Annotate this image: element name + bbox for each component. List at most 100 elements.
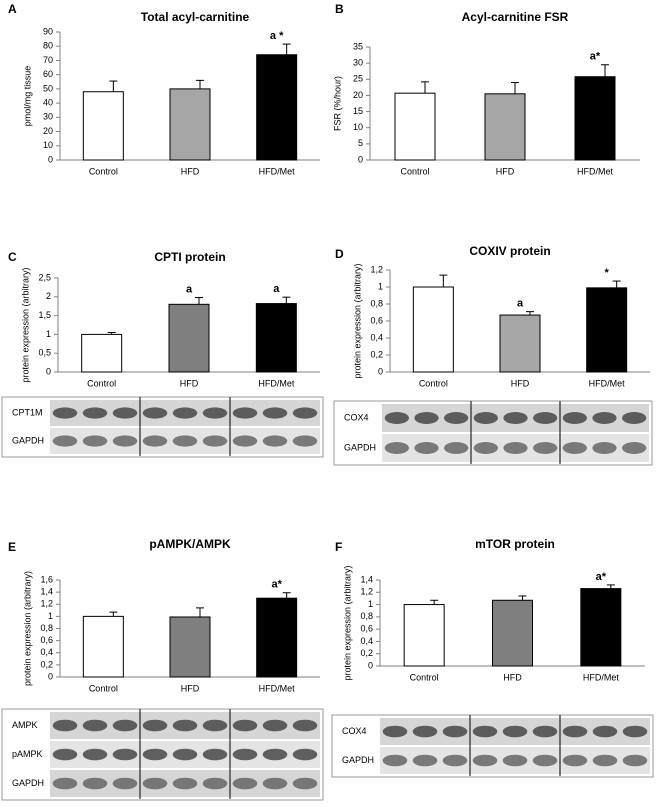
significance-label: a* (590, 51, 601, 63)
blot-label: COX4 (344, 412, 369, 422)
blot-band (112, 435, 138, 447)
y-tick-label: 0,2 (370, 349, 383, 359)
blot-band (532, 725, 558, 738)
blot-band (533, 412, 558, 424)
blot-label: GAPDH (342, 755, 374, 765)
blot-band (384, 442, 409, 454)
y-tick-label: 0,6 (40, 635, 53, 645)
bar (574, 76, 616, 161)
blot-band (622, 412, 647, 424)
y-tick-label: 40 (43, 97, 53, 107)
blot-band (202, 719, 228, 732)
bar (394, 92, 436, 161)
blot-band (112, 777, 138, 790)
blot-band (532, 754, 558, 767)
y-axis-label: FSR (%/hour) (332, 76, 342, 131)
y-tick-label: 0,4 (370, 332, 383, 342)
blot-band (232, 435, 258, 447)
y-tick-label: 1,2 (40, 599, 53, 609)
blot-band (562, 412, 587, 424)
blot-band (592, 442, 617, 454)
blot-band (142, 777, 168, 790)
x-tick-label: Control (419, 378, 448, 388)
y-tick-label: 1,2 (360, 587, 373, 597)
y-tick-label: 35 (353, 41, 363, 51)
bar (82, 615, 124, 678)
y-tick-label: 0,4 (40, 647, 53, 657)
x-tick-label: HFD/Met (258, 378, 294, 388)
y-tick-label: 1,4 (360, 574, 373, 584)
significance-label: a* (596, 571, 607, 583)
blot-band (172, 719, 198, 732)
y-tick-label: 0,8 (370, 298, 383, 308)
y-tick-label: 20 (43, 126, 53, 136)
blot-band (232, 748, 258, 761)
x-tick-label: HFD/Met (583, 672, 619, 682)
blot-band (232, 407, 258, 419)
y-tick-label: 1 (378, 281, 383, 291)
blot-band (444, 442, 469, 454)
blot-band (622, 442, 647, 454)
blot-band (142, 719, 168, 732)
blot-band (473, 442, 498, 454)
y-tick-label: 0,6 (360, 624, 373, 634)
blot-label: CPT1M (12, 407, 43, 417)
y-tick-label: 30 (43, 112, 53, 122)
y-tick-label: 0 (378, 366, 383, 376)
x-tick-label: HFD (496, 166, 515, 176)
bar (484, 93, 526, 161)
blot-band (592, 754, 618, 767)
blot-band (82, 777, 108, 790)
blot-frame (1, 396, 324, 458)
x-tick-label: HFD/Met (259, 683, 295, 693)
blot-band (112, 407, 138, 419)
blot-band (622, 754, 648, 767)
x-tick-label: HFD (181, 166, 200, 176)
y-axis-label: protein expression (arbitrary) (352, 263, 362, 378)
blot-band (562, 754, 588, 767)
significance-label: a (186, 283, 193, 295)
blot-band (202, 777, 228, 790)
blot-band (384, 412, 409, 424)
blot-band (202, 748, 228, 761)
blot-band (52, 435, 78, 447)
blot-label: pAMPK (12, 749, 43, 759)
x-tick-label: HFD (180, 378, 199, 388)
chart-title: Total acyl-carnitine (141, 10, 250, 24)
blot-band (82, 719, 108, 732)
y-tick-label: 50 (43, 83, 53, 93)
y-tick-label: 25 (353, 74, 363, 84)
blot-band (562, 725, 588, 738)
y-tick-label: 90 (43, 26, 53, 36)
y-axis-label: protein expression (arbitrary) (20, 267, 30, 382)
blot-band (292, 777, 318, 790)
panel-label: A (8, 2, 17, 16)
panel-label: D (335, 247, 344, 261)
blot-band (82, 407, 108, 419)
blot-band (382, 754, 408, 767)
blot-band (82, 748, 108, 761)
x-tick-label: HFD (181, 683, 200, 693)
blot-band (172, 748, 198, 761)
significance-label: a * (270, 30, 284, 42)
blot-band (382, 725, 408, 738)
blot-band (262, 748, 288, 761)
y-tick-label: 15 (353, 106, 363, 116)
bar (82, 91, 124, 161)
chart-panel: C CPTI protein protein expression (arbitra… (1, 250, 324, 458)
blot-frame (331, 714, 654, 778)
bar (169, 88, 211, 161)
blot-band (412, 725, 438, 738)
y-tick-label: 1 (46, 329, 51, 339)
significance-label: a (273, 283, 280, 295)
blot-label: AMPK (12, 720, 38, 730)
blot-band (262, 435, 288, 447)
blot-band (172, 777, 198, 790)
blot-band (592, 725, 618, 738)
blot-band (503, 442, 528, 454)
x-tick-label: HFD/Met (577, 166, 613, 176)
y-tick-label: 1,5 (38, 310, 51, 320)
x-tick-label: HFD/Met (589, 378, 625, 388)
chart-title: Acyl-carnitine FSR (462, 10, 569, 24)
